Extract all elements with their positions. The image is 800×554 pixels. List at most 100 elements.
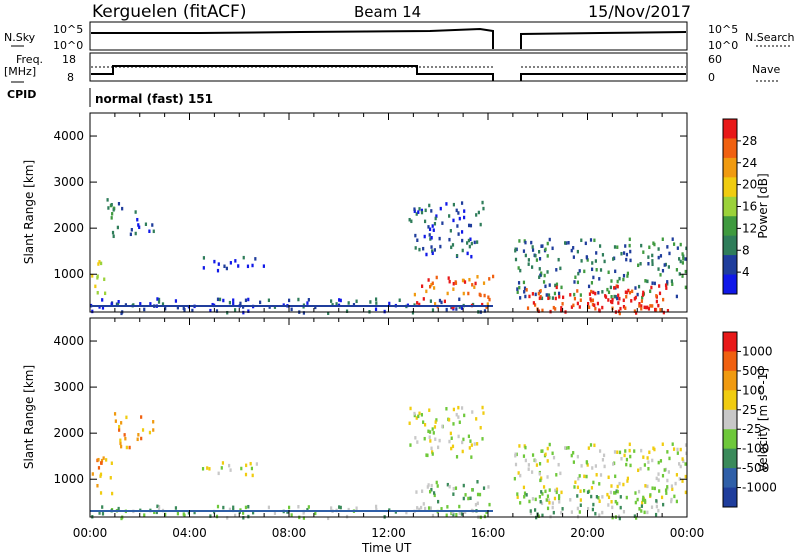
power-cell: [547, 293, 551, 297]
velocity-cell: [445, 407, 448, 411]
power-cell: [519, 296, 522, 300]
power-cell: [629, 249, 632, 254]
power-cell: [587, 284, 591, 289]
velocity-cell: [557, 462, 560, 467]
velocity-cell: [637, 489, 641, 494]
power-colorbar-swatch: [723, 274, 737, 295]
power-cell: [425, 252, 428, 257]
power-cell: [560, 306, 563, 310]
power-cell: [611, 298, 614, 302]
power-cell: [662, 310, 665, 315]
velocity-cell: [684, 443, 688, 447]
power-cell: [585, 256, 589, 260]
power-cell: [555, 285, 558, 290]
power-cell: [216, 268, 220, 273]
power-cell: [418, 247, 421, 252]
velocity-cell: [427, 483, 430, 487]
velocity-cell: [612, 462, 615, 466]
power-cell: [130, 228, 133, 232]
power-cell: [679, 242, 682, 247]
velocity-cell: [582, 488, 586, 493]
velocity-cell: [524, 445, 527, 450]
power-cell: [616, 245, 619, 249]
power-cell: [591, 302, 595, 307]
power-cell: [449, 229, 452, 233]
velocity-cell: [619, 505, 622, 510]
velocity-cell: [625, 495, 628, 500]
velocity-cell: [290, 513, 293, 517]
velocity-cell: [613, 491, 616, 495]
power-cell: [416, 238, 419, 243]
power-cell: [112, 208, 115, 212]
power-cell: [432, 286, 436, 290]
velocity-cell: [452, 422, 455, 426]
velocity-cell: [617, 514, 621, 519]
power-cell: [157, 297, 161, 302]
power-cell: [461, 278, 465, 283]
power-cell: [580, 259, 583, 263]
power-cell: [462, 291, 465, 296]
power-cell: [287, 298, 291, 303]
velocity-cell: [476, 501, 479, 506]
power-cell: [551, 296, 554, 300]
velocity-cell: [643, 463, 646, 467]
power-cell: [467, 238, 471, 243]
velocity-colorbar-swatch: [723, 468, 737, 489]
velocity-cell: [120, 444, 123, 449]
power-cell: [685, 246, 688, 251]
velocity-cell: [576, 506, 579, 511]
velocity-cell: [432, 491, 436, 495]
velocity-cell: [450, 436, 453, 440]
power-cell: [202, 266, 205, 270]
velocity-cell: [513, 476, 516, 481]
power-cell: [117, 201, 121, 206]
power-cell: [335, 302, 338, 306]
freq-line: [91, 65, 686, 81]
velocity-cell: [252, 510, 255, 515]
power-cell: [551, 246, 554, 251]
power-cell: [420, 210, 424, 215]
velocity-cell: [244, 472, 248, 477]
velocity-cell: [545, 498, 548, 502]
velocity-cell: [428, 435, 431, 439]
power-cell: [628, 237, 631, 242]
power-cell: [433, 221, 437, 226]
velocity-cell: [446, 505, 449, 509]
power-cell: [675, 268, 679, 272]
power-cell: [483, 309, 487, 313]
velocity-cell: [419, 505, 423, 510]
velocity-cell: [461, 440, 464, 445]
velocity-cell: [327, 516, 330, 521]
power-colorbar-swatch: [723, 138, 737, 159]
power-cell: [422, 297, 425, 301]
velocity-cell: [653, 486, 656, 491]
velocity-y-ticks: 4000 3000 2000 1000: [53, 334, 687, 486]
velocity-cell: [99, 472, 103, 477]
power-cell: [591, 261, 594, 265]
power-cell: [121, 206, 124, 211]
power-cell: [345, 309, 349, 313]
velocity-cell: [437, 445, 440, 450]
power-cell: [661, 237, 664, 241]
power-cell: [546, 241, 549, 246]
power-cell: [616, 279, 619, 284]
power-cell: [626, 274, 629, 278]
velocity-cell: [592, 502, 595, 507]
velocity-cell: [96, 458, 99, 463]
velocity-cell: [153, 510, 156, 515]
velocity-cell: [674, 481, 677, 486]
velocity-cell: [595, 473, 598, 477]
velocity-cell: [590, 494, 593, 499]
power-cell: [554, 307, 557, 311]
power-cell: [658, 284, 661, 288]
velocity-cell: [462, 437, 465, 442]
power-cell: [226, 310, 229, 315]
power-cell: [434, 216, 437, 221]
velocity-cell: [641, 498, 645, 502]
power-cell: [331, 303, 334, 307]
velocity-cell: [623, 453, 626, 458]
nsearch-label: N.Search: [745, 31, 795, 44]
power-cell: [525, 288, 528, 292]
time-tick-label: 04:00: [172, 526, 207, 540]
velocity-cell: [534, 458, 537, 463]
